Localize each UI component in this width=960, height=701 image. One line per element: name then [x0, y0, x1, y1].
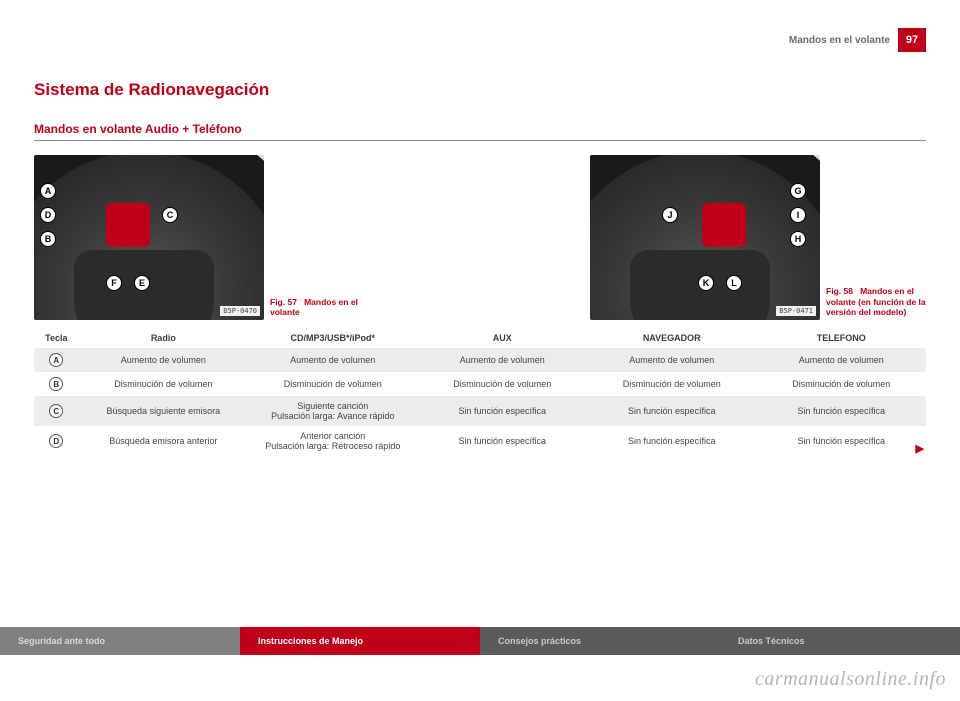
table-cell: Búsqueda siguiente emisora [79, 396, 248, 426]
table-cell: Sin función específica [587, 396, 756, 426]
th-tecla: Tecla [34, 328, 79, 348]
figure-58-block: J G I H K L B5P-0471 Fig. 58 Mandos en e… [590, 155, 926, 320]
tab-seguridad[interactable]: Seguridad ante todo [0, 627, 240, 655]
header-section-label: Mandos en el volante [789, 35, 890, 46]
table-cell: Siguiente canciónPulsación larga: Avance… [248, 396, 417, 426]
th-cd: CD/MP3/USB*/iPod* [248, 328, 417, 348]
key-circle-icon: C [49, 404, 63, 418]
figures-row: A D B C F E B5P-0470 Fig. 57 Mandos en e… [34, 155, 926, 320]
figure-57-number: Fig. 57 [270, 297, 297, 307]
callout-g: G [790, 183, 806, 199]
callout-i: I [790, 207, 806, 223]
continuation-arrow-icon: ▶ [916, 443, 924, 455]
table-cell: Sin función específica [418, 396, 587, 426]
controls-table: Tecla Radio CD/MP3/USB*/iPod* AUX NAVEGA… [34, 328, 926, 456]
th-telefono: TELEFONO [756, 328, 926, 348]
figure-58-caption: Fig. 58 Mandos en el volante (en función… [826, 286, 926, 320]
table-row: C Búsqueda siguiente emisoraSiguiente can… [34, 396, 926, 426]
callout-a: A [40, 183, 56, 199]
table-key-cell: A [34, 348, 79, 372]
tab-consejos[interactable]: Consejos prácticos [480, 627, 720, 655]
callout-b: B [40, 231, 56, 247]
table-cell: Sin función específica [756, 396, 926, 426]
callout-e: E [134, 275, 150, 291]
page-header: Mandos en el volante 97 [34, 28, 926, 52]
table-cell: Disminución de volumen [756, 372, 926, 396]
figure-57-block: A D B C F E B5P-0470 Fig. 57 Mandos en e… [34, 155, 370, 320]
tab-datos[interactable]: Datos Técnicos [720, 627, 960, 655]
figure-57-caption: Fig. 57 Mandos en el volante [270, 297, 370, 320]
table-key-cell: C [34, 396, 79, 426]
table-cell: Aumento de volumen [418, 348, 587, 372]
th-navegador: NAVEGADOR [587, 328, 756, 348]
table-cell: Disminución de volumen [248, 372, 417, 396]
table-cell: Disminución de volumen [418, 372, 587, 396]
callout-h: H [790, 231, 806, 247]
key-circle-icon: B [49, 377, 63, 391]
table-row: AAumento de volumenAumento de volumenAum… [34, 348, 926, 372]
watermark-text: carmanualsonline.info [755, 668, 946, 691]
table-cell: Aumento de volumen [587, 348, 756, 372]
th-aux: AUX [418, 328, 587, 348]
table-cell: Disminución de volumen [79, 372, 248, 396]
table-cell: Disminución de volumen [587, 372, 756, 396]
table-cell: Aumento de volumen [248, 348, 417, 372]
callout-c: C [162, 207, 178, 223]
table-cell: Aumento de volumen [79, 348, 248, 372]
callout-k: K [698, 275, 714, 291]
table-header-row: Tecla Radio CD/MP3/USB*/iPod* AUX NAVEGA… [34, 328, 926, 348]
key-circle-icon: D [49, 434, 63, 448]
page-number: 97 [898, 28, 926, 52]
figure-57-code: B5P-0470 [220, 306, 260, 316]
subsection-title: Mandos en volante Audio + Teléfono [34, 122, 926, 141]
callout-d: D [40, 207, 56, 223]
table-row: BDisminución de volumenDisminución de vo… [34, 372, 926, 396]
figure-58-code: B5P-0471 [776, 306, 816, 316]
table-key-cell: B [34, 372, 79, 396]
figure-58-number: Fig. 58 [826, 286, 853, 296]
callout-j: J [662, 207, 678, 223]
section-title: Sistema de Radionavegación [34, 80, 926, 100]
th-radio: Radio [79, 328, 248, 348]
figure-58-image: J G I H K L B5P-0471 [590, 155, 820, 320]
footer-tabs: Seguridad ante todo Instrucciones de Man… [0, 627, 960, 655]
key-circle-icon: A [49, 353, 63, 367]
callout-f: F [106, 275, 122, 291]
figure-57-image: A D B C F E B5P-0470 [34, 155, 264, 320]
callout-l: L [726, 275, 742, 291]
tab-instrucciones[interactable]: Instrucciones de Manejo [240, 627, 480, 655]
table-cell: Aumento de volumen [756, 348, 926, 372]
